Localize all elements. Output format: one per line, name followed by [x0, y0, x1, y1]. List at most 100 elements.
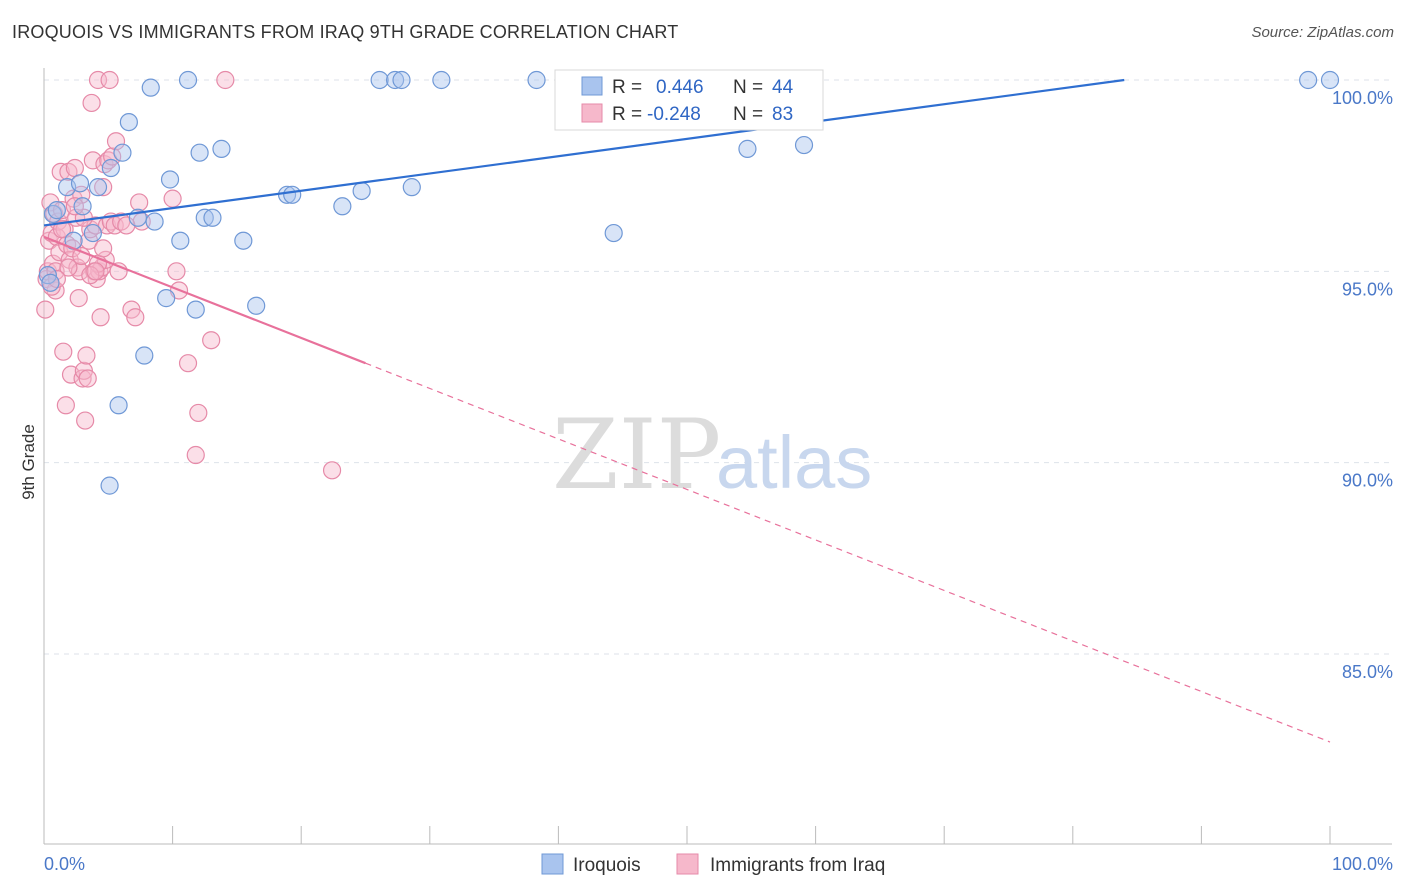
iraq-point-66 [186, 445, 205, 465]
x-tick-label-end: 100.0% [1332, 854, 1393, 874]
y-tick-labels: 85.0% 90.0% 95.0% 100.0% [1332, 88, 1393, 682]
source-label: Source: ZipAtlas.com [1251, 24, 1394, 41]
legend-n-label-1: N = [733, 77, 763, 98]
iroquois-point-40 [604, 223, 623, 243]
iroquois-point-8 [83, 223, 102, 243]
iroquois-point-16 [135, 346, 154, 365]
chart-title: IROQUOIS VS IMMIGRANTS FROM IRAQ 9TH GRA… [12, 22, 679, 42]
series-immigrants-from-iraq [36, 70, 342, 480]
iroquois-point-39 [527, 70, 546, 90]
iraq-point-61 [163, 189, 182, 208]
legend-swatch-blue [581, 76, 603, 96]
iroquois-point-11 [101, 158, 120, 178]
iroquois-point-44 [1320, 70, 1340, 90]
iroquois-point-6 [70, 174, 90, 193]
iraq-point-28 [72, 185, 91, 204]
iroquois-point-24 [190, 143, 209, 162]
watermark-atlas: atlas [716, 421, 872, 504]
legend-swatch-pink [581, 103, 603, 123]
iraq-point-50 [100, 70, 119, 90]
iroquois-point-22 [178, 70, 198, 90]
iroquois-point-34 [370, 70, 389, 90]
iraq-point-45 [94, 178, 113, 197]
iroquois-point-37 [402, 178, 421, 197]
iroquois-point-36 [392, 70, 411, 90]
iroquois-point-41 [738, 139, 757, 158]
grid-lines [44, 79, 1392, 655]
iraq-point-64 [178, 354, 198, 373]
bottom-legend: Iroquois Immigrants from Iraq [541, 853, 885, 876]
iroquois-point-18 [145, 212, 164, 231]
iroquois-point-19 [157, 289, 176, 308]
iroquois-point-35 [385, 70, 405, 90]
iroquois-point-26 [203, 208, 222, 227]
iraq-point-12 [51, 162, 70, 181]
iraq-point-62 [167, 262, 186, 281]
trend-lines [43, 78, 1331, 743]
bottom-legend-swatch-iraq [676, 853, 699, 875]
axes [43, 68, 1392, 845]
legend-box: R = 0.446 N = 44 R = -0.248 N = 83 [554, 69, 824, 131]
watermark-zip: ZIP [552, 399, 721, 511]
iraq-point-67 [202, 331, 221, 350]
iraq-point-77 [65, 197, 84, 216]
iroquois-point-32 [333, 197, 352, 216]
iraq-point-43 [91, 308, 110, 327]
iroquois-point-9 [88, 178, 108, 197]
iraq-point-68 [216, 70, 235, 90]
iroquois-point-7 [73, 197, 92, 216]
iraq-point-31 [76, 411, 95, 430]
iraq-point-23 [65, 158, 84, 178]
iroquois-point-14 [119, 112, 138, 132]
legend-n-label-2: N = [733, 104, 763, 125]
iraq-point-59 [130, 193, 149, 212]
iraq-point-78 [94, 239, 113, 258]
bottom-legend-label-iroquois: Iroquois [573, 855, 641, 876]
iroquois-point-21 [171, 231, 190, 250]
y-tick-label-95: 95.0% [1342, 279, 1393, 299]
iraq-trend-line-dashed [365, 362, 1331, 743]
iraq-point-0 [36, 300, 55, 319]
iraq-point-73 [52, 220, 72, 239]
legend-r-label-1: R = [612, 77, 642, 98]
y-tick-label-100: 100.0% [1332, 88, 1393, 108]
iraq-point-29 [73, 369, 92, 388]
y-axis-label: 9th Grade [19, 424, 38, 500]
iroquois-trend-line [43, 78, 1125, 227]
iroquois-point-1 [41, 273, 60, 292]
iroquois-point-12 [109, 396, 128, 415]
legend-n-value-1: 44 [772, 77, 794, 98]
iraq-point-33 [78, 369, 97, 388]
iroquois-point-10 [100, 476, 119, 495]
x-tick-label-start: 0.0% [44, 854, 85, 874]
iraq-point-65 [189, 403, 208, 423]
y-tick-label-90: 90.0% [1342, 471, 1393, 491]
iraq-point-69 [322, 461, 342, 480]
iroquois-point-38 [432, 70, 451, 90]
iraq-trend-line [43, 235, 366, 365]
iroquois-point-23 [186, 300, 205, 319]
bottom-legend-label-iraq: Immigrants from Iraq [710, 855, 885, 876]
iroquois-point-13 [113, 143, 132, 162]
iroquois-point-33 [352, 181, 371, 201]
iraq-point-58 [126, 308, 145, 327]
y-tick-label-85: 85.0% [1342, 662, 1393, 682]
iraq-point-54 [106, 132, 126, 151]
iroquois-point-29 [247, 296, 266, 315]
iraq-point-27 [70, 262, 90, 281]
iraq-point-52 [103, 147, 122, 166]
iraq-point-37 [83, 151, 102, 170]
iroquois-point-20 [160, 170, 180, 189]
iraq-point-16 [56, 396, 75, 415]
iraq-point-36 [82, 93, 101, 113]
bottom-legend-swatch-iroquois [541, 853, 564, 875]
legend-r-label-2: R = [612, 104, 642, 125]
iroquois-point-17 [141, 78, 160, 97]
iroquois-point-25 [195, 208, 214, 227]
iraq-point-26 [69, 289, 88, 308]
iroquois-point-27 [212, 139, 231, 158]
iraq-point-19 [60, 250, 79, 269]
iraq-point-81 [86, 262, 105, 281]
iroquois-point-42 [794, 135, 814, 155]
